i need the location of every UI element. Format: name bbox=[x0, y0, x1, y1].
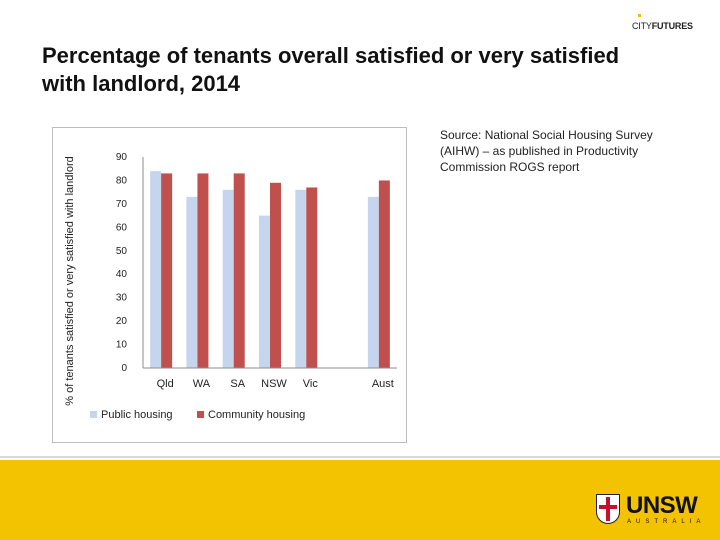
y-tick-label: 50 bbox=[116, 246, 128, 257]
legend-swatch-community bbox=[197, 411, 204, 418]
y-tick-label: 0 bbox=[121, 363, 127, 374]
bar-public-sa bbox=[222, 189, 234, 368]
y-tick-label: 60 bbox=[116, 222, 128, 233]
legend-item-community: Community housing bbox=[197, 409, 305, 421]
x-tick-label: WA bbox=[193, 378, 211, 390]
x-tick-label: NSW bbox=[261, 378, 287, 390]
legend-label-public: Public housing bbox=[101, 409, 173, 421]
bar-public-wa bbox=[186, 196, 198, 368]
y-tick-label: 40 bbox=[116, 269, 128, 280]
unsw-wordmark: UNSW bbox=[626, 492, 698, 519]
logo-main: FUTURES bbox=[651, 21, 693, 31]
y-tick-label: 80 bbox=[116, 175, 128, 186]
slide-title: Percentage of tenants overall satisfied … bbox=[42, 43, 620, 96]
y-tick-label: 90 bbox=[116, 152, 128, 163]
bar-community-wa bbox=[197, 173, 209, 368]
bar-community-vic bbox=[306, 187, 318, 368]
legend-label-community: Community housing bbox=[208, 409, 306, 421]
bar-community-nsw bbox=[270, 182, 281, 368]
legend-item-public: Public housing bbox=[90, 409, 173, 421]
unsw-logo: UNSW AUSTRALIA bbox=[596, 492, 706, 530]
x-tick-label: Vic bbox=[303, 378, 319, 390]
logo-mark-icon bbox=[638, 14, 641, 17]
bar-public-vic bbox=[295, 189, 307, 368]
crest-icon bbox=[596, 494, 620, 524]
city-futures-logo: CITYFUTURES bbox=[632, 14, 693, 38]
logo-prefix: CITY bbox=[632, 21, 652, 31]
bar-public-qld bbox=[150, 171, 162, 368]
x-tick-label: Qld bbox=[157, 378, 174, 390]
y-tick-label: 30 bbox=[116, 293, 128, 304]
logo-text: CITYFUTURES bbox=[632, 21, 693, 31]
source-note: Source: National Social Housing Survey (… bbox=[440, 128, 653, 174]
x-tick-label: SA bbox=[230, 378, 245, 390]
bar-community-qld bbox=[161, 173, 173, 368]
y-tick-label: 70 bbox=[116, 199, 128, 210]
bar-community-aust bbox=[378, 180, 390, 368]
bars-layer bbox=[150, 171, 390, 368]
y-tick-label: 20 bbox=[116, 316, 128, 327]
ticks-layer: 0 10 20 30 40 50 60 70 80 90 Qld WA SA NSW Vic Aust bbox=[116, 152, 394, 390]
legend-swatch-public bbox=[90, 411, 97, 418]
x-tick-label: Aust bbox=[372, 378, 394, 390]
bar-public-aust bbox=[367, 196, 379, 368]
chart-frame bbox=[52, 127, 407, 443]
y-tick-label: 10 bbox=[116, 340, 128, 351]
unsw-subtext: AUSTRALIA bbox=[627, 519, 706, 525]
bar-community-sa bbox=[233, 173, 245, 368]
bar-public-nsw bbox=[259, 215, 270, 368]
footer-divider bbox=[0, 456, 720, 458]
